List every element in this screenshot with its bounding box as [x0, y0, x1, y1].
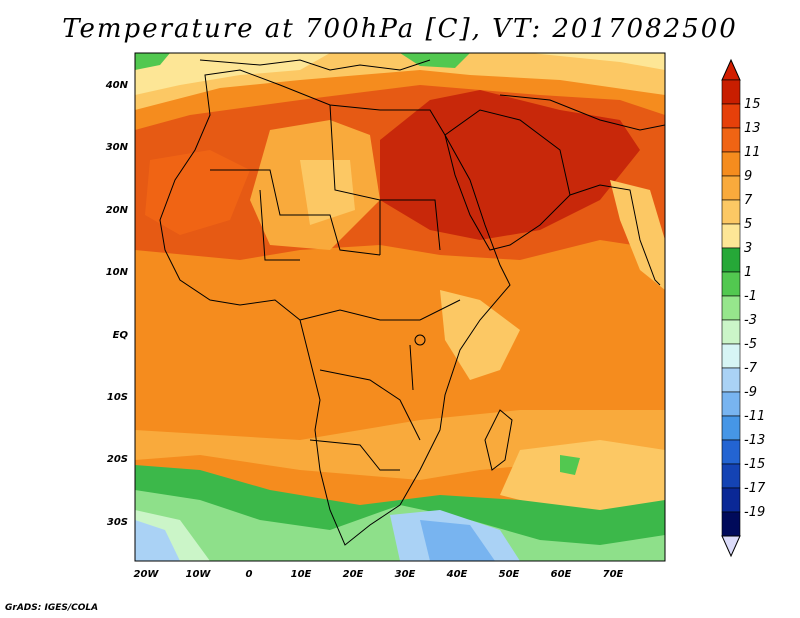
colorbar-cell — [721, 151, 741, 177]
lon-label: 50E — [499, 569, 520, 580]
lon-label: 20W — [134, 569, 160, 580]
lon-label: 20E — [343, 569, 364, 580]
latitude-labels: 40N 30N 20N 10N EQ 10S 20S 30S — [105, 80, 129, 528]
colorbar-cell — [721, 247, 741, 273]
longitude-labels: 20W 10W 0 10E 20E 30E 40E 50E 60E 70E — [134, 569, 624, 580]
lat-label: 10S — [107, 392, 128, 403]
colorbar: 15 13 11 9 7 5 3 1 -1 -3 -5 -7 -9 -11 -13 -15 -17 -19 — [721, 58, 766, 558]
colorbar-label: -3 — [744, 313, 757, 328]
colorbar-label: 9 — [744, 169, 752, 184]
colorbar-cell — [721, 79, 741, 105]
lat-label: 20N — [106, 205, 129, 216]
colorbar-label: -19 — [744, 505, 765, 520]
map-title: Temperature at 700hPa [C], VT: 201708250… — [62, 14, 738, 44]
colorbar-cell — [721, 319, 741, 345]
colorbar-cell — [721, 415, 741, 441]
colorbar-label: 7 — [744, 193, 753, 208]
colorbar-label: -11 — [744, 409, 765, 424]
map-frame — [134, 52, 666, 562]
credit-text: GrADS: IGES/COLA — [5, 603, 99, 613]
colorbar-label: -5 — [744, 337, 757, 352]
lon-label: 0 — [246, 569, 253, 580]
lon-label: 30E — [395, 569, 416, 580]
colorbar-label: 15 — [744, 97, 761, 112]
colorbar-cell — [721, 103, 741, 129]
colorbar-cell — [721, 391, 741, 417]
colorbar-label: -13 — [744, 433, 765, 448]
colorbar-cell — [721, 271, 741, 297]
colorbar-overflow-arrow — [721, 58, 741, 81]
lat-label: EQ — [113, 330, 129, 341]
temperature-field — [135, 53, 665, 561]
lon-label: 60E — [551, 569, 572, 580]
coastlines — [159, 59, 665, 546]
lat-label: 30N — [106, 142, 129, 153]
colorbar-cell — [721, 487, 741, 513]
colorbar-cell — [721, 295, 741, 321]
colorbar-label: 5 — [744, 217, 752, 232]
colorbar-cell — [721, 199, 741, 225]
colorbar-label: -15 — [744, 457, 765, 472]
colorbar-label: 3 — [744, 241, 752, 256]
colorbar-cell — [721, 439, 741, 465]
colorbar-label: -7 — [744, 361, 758, 376]
colorbar-cell — [721, 127, 741, 153]
colorbar-label: -1 — [744, 289, 757, 304]
lon-label: 10W — [186, 569, 212, 580]
colorbar-label: 1 — [744, 265, 752, 280]
colorbar-label: -17 — [744, 481, 766, 496]
lat-label: 20S — [107, 454, 128, 465]
colorbar-label: 13 — [744, 121, 761, 136]
colorbar-cell — [721, 223, 741, 249]
colorbar-cell — [721, 511, 741, 537]
colorbar-cell — [721, 463, 741, 489]
lon-label: 40E — [446, 569, 468, 580]
colorbar-cell — [721, 175, 741, 201]
colorbar-label: 11 — [744, 145, 761, 160]
colorbar-label: -9 — [744, 385, 757, 400]
lat-label: 10N — [106, 267, 129, 278]
colorbar-cell — [721, 367, 741, 393]
lat-label: 40N — [105, 80, 129, 91]
lon-label: 70E — [603, 569, 624, 580]
lat-label: 30S — [107, 517, 128, 528]
lon-label: 10E — [291, 569, 312, 580]
colorbar-underflow-arrow — [721, 535, 741, 558]
colorbar-cell — [721, 343, 741, 369]
